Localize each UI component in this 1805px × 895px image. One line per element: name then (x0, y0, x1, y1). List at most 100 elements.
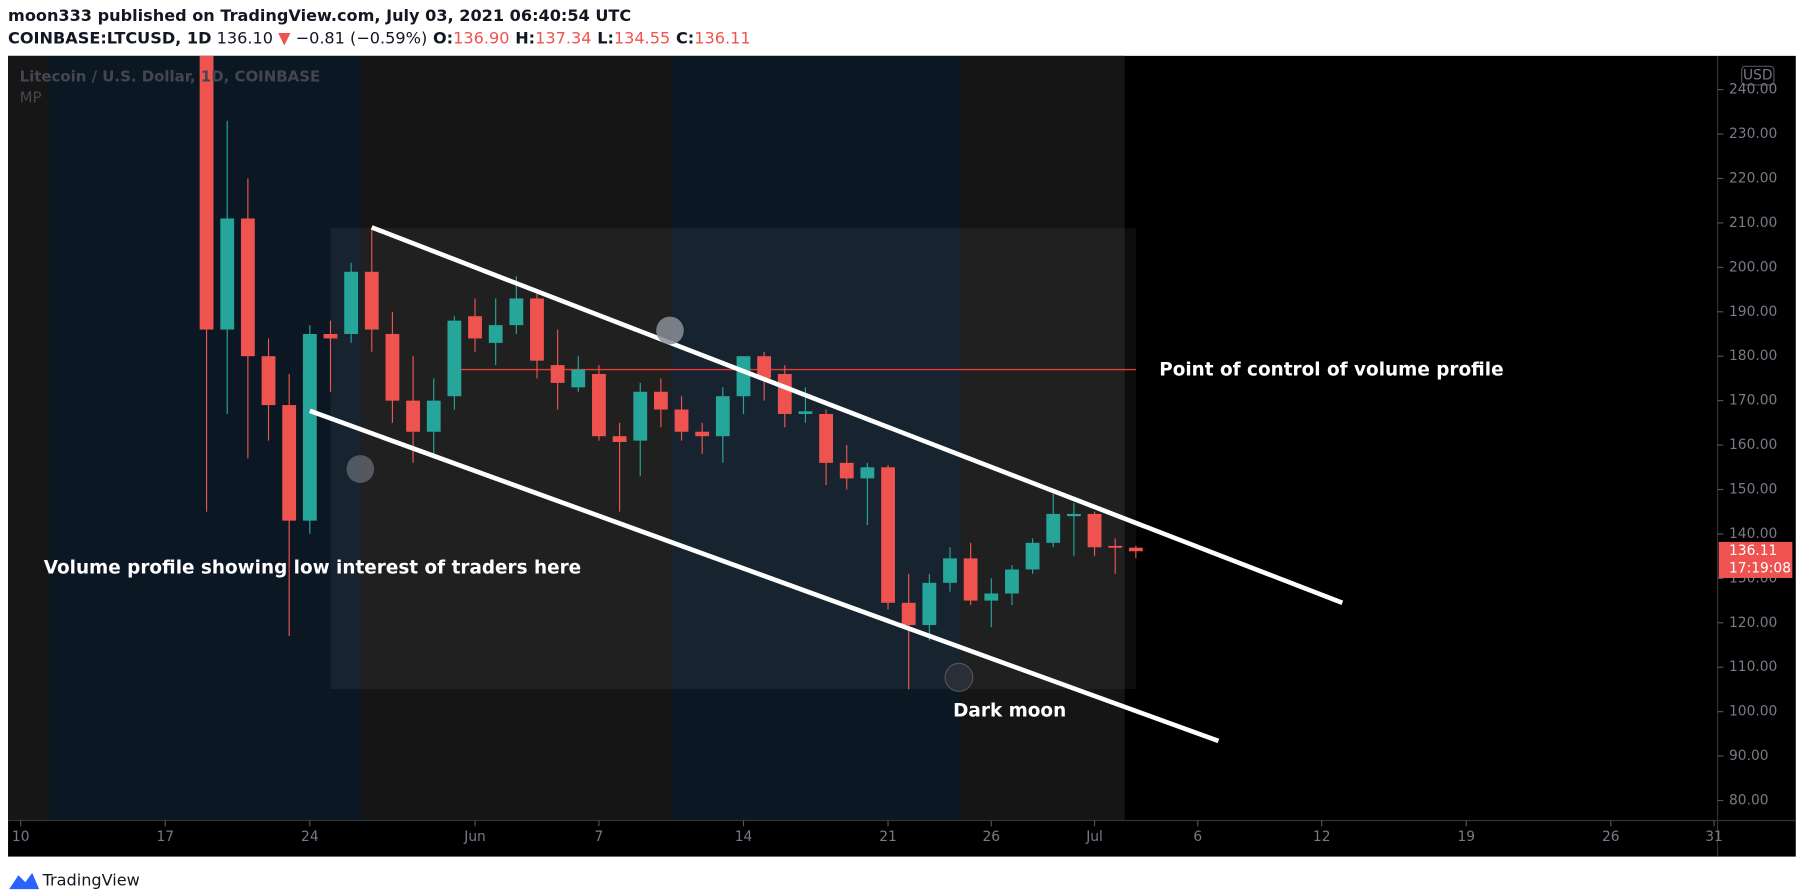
annotation: Dark moon (953, 701, 1066, 722)
annotation: Volume profile showing low interest of t… (44, 557, 581, 578)
candle-body (1025, 542, 1040, 570)
plot (199, 55, 1344, 744)
trend-line (370, 225, 1344, 605)
candle-body (447, 320, 462, 397)
x-tick-label: 26 (983, 829, 1001, 845)
candle-body (901, 602, 916, 626)
candle-body (364, 271, 379, 330)
y-tick-label: 170.00 (1729, 393, 1777, 409)
candle-body (819, 413, 833, 463)
x-tick-label: 12 (1313, 829, 1331, 845)
candle-body (488, 325, 503, 343)
candle-body (984, 593, 999, 601)
ohlc-value: 136.90 (453, 28, 509, 47)
ohlc-label: H: (515, 28, 535, 47)
candle-body (592, 373, 606, 437)
candle-body (715, 396, 730, 437)
candle-body (426, 400, 441, 432)
candle-body (323, 333, 338, 339)
candle-body (406, 400, 420, 432)
candle-body (571, 369, 586, 388)
candle-body (1087, 513, 1102, 548)
candle-body (1108, 545, 1123, 548)
candle-body (220, 218, 235, 330)
candle-body (943, 558, 957, 583)
ohlc: O:136.90 H:137.34 L:134.55 C:136.11 (433, 28, 751, 47)
y-tick-label: 220.00 (1729, 170, 1777, 186)
moon-marker (346, 455, 375, 483)
candle-body (798, 411, 813, 414)
x-tick-label: 19 (1457, 829, 1475, 845)
ohlc-value: 136.11 (694, 28, 750, 47)
x-tick-label: Jul (1085, 829, 1103, 845)
y-tick-label: 230.00 (1729, 126, 1777, 142)
currency-box (1741, 65, 1775, 86)
candle-body (240, 218, 255, 357)
candle-body (922, 582, 937, 626)
annotation: Point of control of volume profile (1159, 360, 1503, 381)
candle-body (736, 356, 751, 397)
candle-body (199, 55, 214, 330)
candle-body (839, 462, 854, 479)
y-tick-label: 110.00 (1729, 659, 1777, 675)
dark-moon-marker (944, 662, 974, 692)
y-tick-label: 150.00 (1729, 481, 1777, 497)
x-tick-label: 31 (1705, 829, 1723, 845)
x-tick-label: 14 (735, 829, 753, 845)
candle-body (344, 271, 359, 334)
trend-line (309, 408, 1220, 744)
change: −0.81 (−0.59%) (296, 28, 428, 47)
y-tick-label: 180.00 (1729, 348, 1777, 364)
candle-body (674, 409, 689, 432)
currency: USD (1743, 68, 1772, 84)
countdown: 17:19:08 (1729, 561, 1791, 577)
candle-body (860, 467, 875, 479)
candle-body (695, 431, 710, 437)
series-title: Litecoin / U.S. Dollar, 1D, COINBASE (20, 67, 321, 85)
moon-marker (656, 316, 684, 345)
candle-body (757, 356, 772, 379)
ohlc-label: L: (597, 28, 614, 47)
y-tick-label: 140.00 (1729, 526, 1777, 542)
candle-body (653, 391, 668, 410)
candle-body (777, 373, 792, 414)
ohlc-value: 137.34 (535, 28, 591, 47)
x-tick-label: 7 (595, 829, 604, 845)
ohlc-label: O: (433, 28, 453, 47)
band (8, 55, 50, 821)
x-tick-label: Jun (463, 829, 486, 845)
candle-body (550, 365, 565, 383)
candle-body (612, 436, 627, 442)
candle-body (1046, 513, 1061, 543)
candle-body (530, 298, 544, 361)
y-tick-label: 160.00 (1729, 437, 1777, 453)
price-label: 136.11 (1729, 543, 1777, 559)
x-tick-label: 17 (156, 829, 174, 845)
y-tick-label: 120.00 (1729, 615, 1777, 631)
y-tick-label: 190.00 (1729, 304, 1777, 320)
ohlc-value: 134.55 (614, 28, 670, 47)
published: moon333 published on TradingView.com, Ju… (8, 6, 631, 25)
arrow: ▼ (278, 28, 291, 47)
y-tick-label: 210.00 (1729, 215, 1777, 231)
x-tick-label: 21 (879, 829, 897, 845)
symbol-legend: COINBASE:LTCUSD, 1D 136.10 ▼ −0.81 (−0.5… (8, 28, 751, 47)
candle-body (1066, 513, 1081, 517)
last: 136.10 (217, 28, 273, 47)
candle-body (282, 405, 297, 521)
candle-body (302, 333, 317, 521)
x-tick-label: 6 (1193, 829, 1202, 845)
candle-body (261, 356, 276, 406)
y-tick-label: 240.00 (1729, 82, 1777, 98)
y-tick-label: 90.00 (1729, 748, 1769, 764)
symbol: COINBASE:LTCUSD, 1D (8, 28, 211, 47)
price-label-bg (1718, 541, 1793, 578)
brand: TradingView (42, 870, 140, 889)
x-tick-label: 24 (301, 829, 319, 845)
x-tick-label: 26 (1602, 829, 1620, 845)
band (961, 55, 1125, 821)
candle-body (881, 467, 895, 603)
indicator: MP (20, 88, 42, 106)
